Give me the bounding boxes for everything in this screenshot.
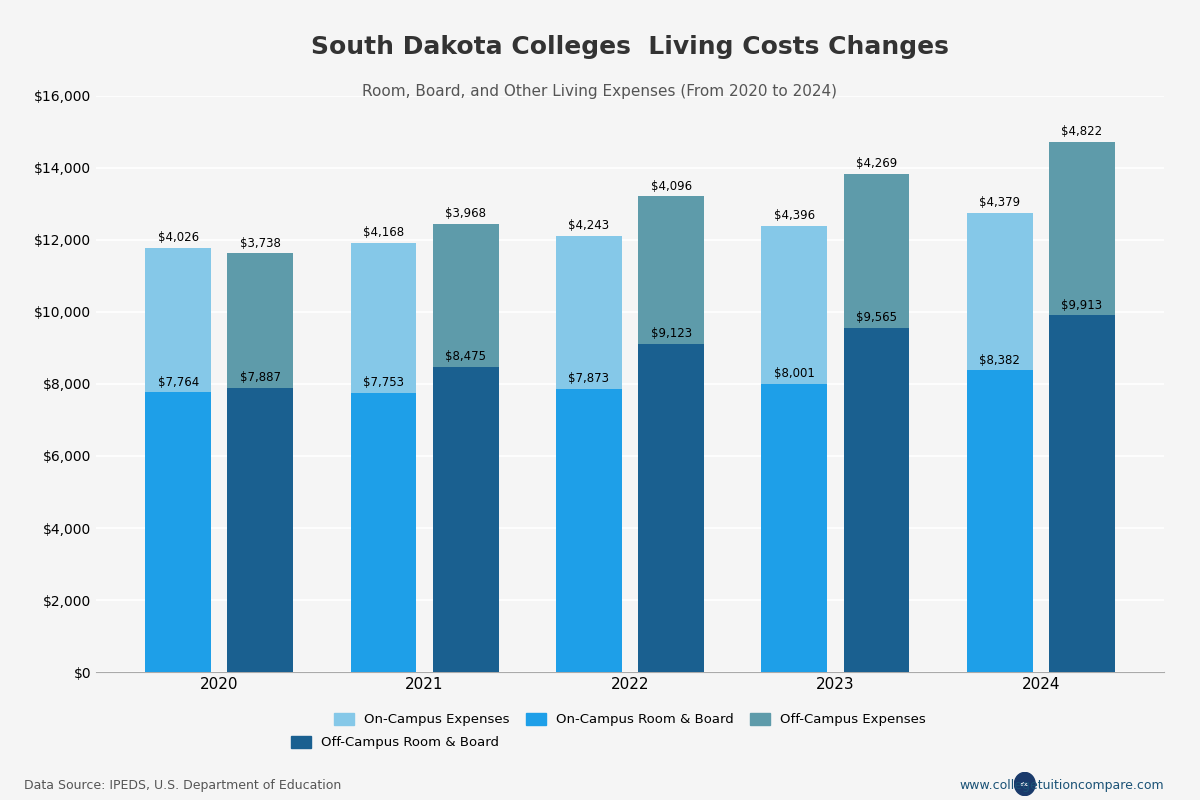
Circle shape [1014, 773, 1036, 795]
Text: $7,887: $7,887 [240, 371, 281, 385]
Text: Room, Board, and Other Living Expenses (From 2020 to 2024): Room, Board, and Other Living Expenses (… [362, 84, 838, 99]
Bar [145, 393, 211, 672]
Text: $4,096: $4,096 [650, 179, 691, 193]
Text: $4,822: $4,822 [1061, 125, 1103, 138]
Text: $4,168: $4,168 [362, 226, 404, 239]
Bar [228, 388, 293, 672]
Text: $8,382: $8,382 [979, 354, 1020, 366]
Text: $4,396: $4,396 [774, 209, 815, 222]
Bar [350, 393, 416, 672]
Bar [228, 254, 293, 388]
Bar [433, 367, 498, 672]
Text: $7,764: $7,764 [157, 376, 199, 389]
Text: $4,379: $4,379 [979, 196, 1020, 209]
Text: $3,968: $3,968 [445, 207, 486, 221]
Text: $7,873: $7,873 [569, 372, 610, 385]
Bar [556, 236, 622, 389]
Text: $7,753: $7,753 [364, 376, 404, 390]
Title: South Dakota Colleges  Living Costs Changes: South Dakota Colleges Living Costs Chang… [311, 35, 949, 59]
Legend: Off-Campus Room & Board: Off-Campus Room & Board [286, 730, 504, 754]
Text: $4,269: $4,269 [856, 158, 898, 170]
Text: $9,123: $9,123 [650, 327, 691, 340]
Text: $3,738: $3,738 [240, 237, 281, 250]
Bar [844, 174, 910, 328]
Bar [556, 389, 622, 672]
Bar [967, 370, 1032, 672]
Text: $4,026: $4,026 [157, 231, 199, 244]
Bar [638, 343, 704, 672]
Bar [762, 384, 827, 672]
Bar [1049, 142, 1115, 315]
Text: Data Source: IPEDS, U.S. Department of Education: Data Source: IPEDS, U.S. Department of E… [24, 779, 341, 792]
Bar [844, 328, 910, 672]
Text: $8,475: $8,475 [445, 350, 486, 363]
Text: ctc: ctc [1020, 782, 1030, 786]
Text: $9,565: $9,565 [856, 311, 896, 324]
Text: $9,913: $9,913 [1061, 298, 1103, 311]
Bar [967, 213, 1032, 370]
Bar [433, 224, 498, 367]
Bar [1049, 315, 1115, 672]
Bar [145, 247, 211, 393]
Text: $8,001: $8,001 [774, 367, 815, 380]
Bar [638, 196, 704, 343]
Bar [762, 226, 827, 384]
Bar [350, 243, 416, 393]
Text: www.collegetuitioncompare.com: www.collegetuitioncompare.com [959, 779, 1164, 792]
Text: $4,243: $4,243 [569, 219, 610, 232]
